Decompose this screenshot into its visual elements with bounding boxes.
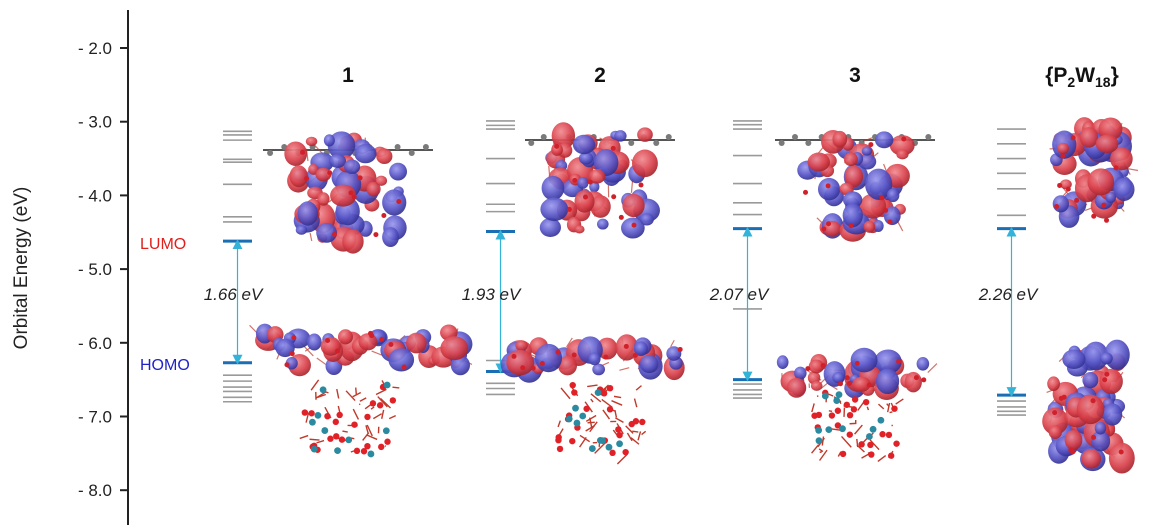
homo-orbital-1 bbox=[249, 323, 473, 377]
framework-2 bbox=[555, 381, 647, 465]
y-tick-label: - 2.0 bbox=[78, 39, 112, 58]
lumo-orbital-1 bbox=[284, 131, 408, 254]
lumo-orbital-3 bbox=[797, 130, 915, 242]
column-title-3: 3 bbox=[849, 64, 861, 87]
y-axis-ticks: - 2.0 - 3.0 - 4.0 - 5.0 - 6.0 - 7.0 - 8.0 bbox=[78, 39, 128, 500]
column-title-1: 1 bbox=[342, 64, 354, 87]
subscript-18: 18 bbox=[1095, 74, 1111, 90]
y-tick-label: - 3.0 bbox=[78, 113, 112, 132]
homo-orbital-2 bbox=[500, 334, 685, 383]
homo-label: HOMO bbox=[140, 357, 190, 374]
gap-label: 1.93 eV bbox=[462, 285, 522, 304]
y-tick-label: - 8.0 bbox=[78, 481, 112, 500]
homo-orbital-3 bbox=[776, 347, 938, 400]
gap-label: 2.07 eV bbox=[709, 285, 770, 304]
framework-1 bbox=[299, 379, 400, 458]
column-title-p2w18: {P2W18} bbox=[1045, 64, 1119, 90]
y-tick-label: - 6.0 bbox=[78, 334, 112, 353]
homo-orbital-p2w18 bbox=[1042, 339, 1135, 474]
lumo-orbital-2 bbox=[539, 122, 660, 239]
lumo-label: LUMO bbox=[140, 236, 186, 253]
y-tick-label: - 7.0 bbox=[78, 408, 112, 427]
y-tick-label: - 4.0 bbox=[78, 186, 112, 205]
energy-levels: 1.66 eV 1.93 eV 2.07 eV 2.26 eV bbox=[204, 120, 1039, 416]
orbital-images bbox=[249, 117, 1139, 474]
y-axis-label: Orbital Energy (eV) bbox=[11, 187, 32, 350]
y-tick-label: - 5.0 bbox=[78, 260, 112, 279]
framework-3 bbox=[811, 389, 904, 463]
lumo-orbital-p2w18 bbox=[1049, 117, 1139, 228]
column-title-2: 2 bbox=[594, 64, 606, 87]
gap-label: 1.66 eV bbox=[204, 285, 264, 304]
subscript-2: 2 bbox=[1067, 74, 1075, 90]
gap-label: 2.26 eV bbox=[978, 285, 1039, 304]
